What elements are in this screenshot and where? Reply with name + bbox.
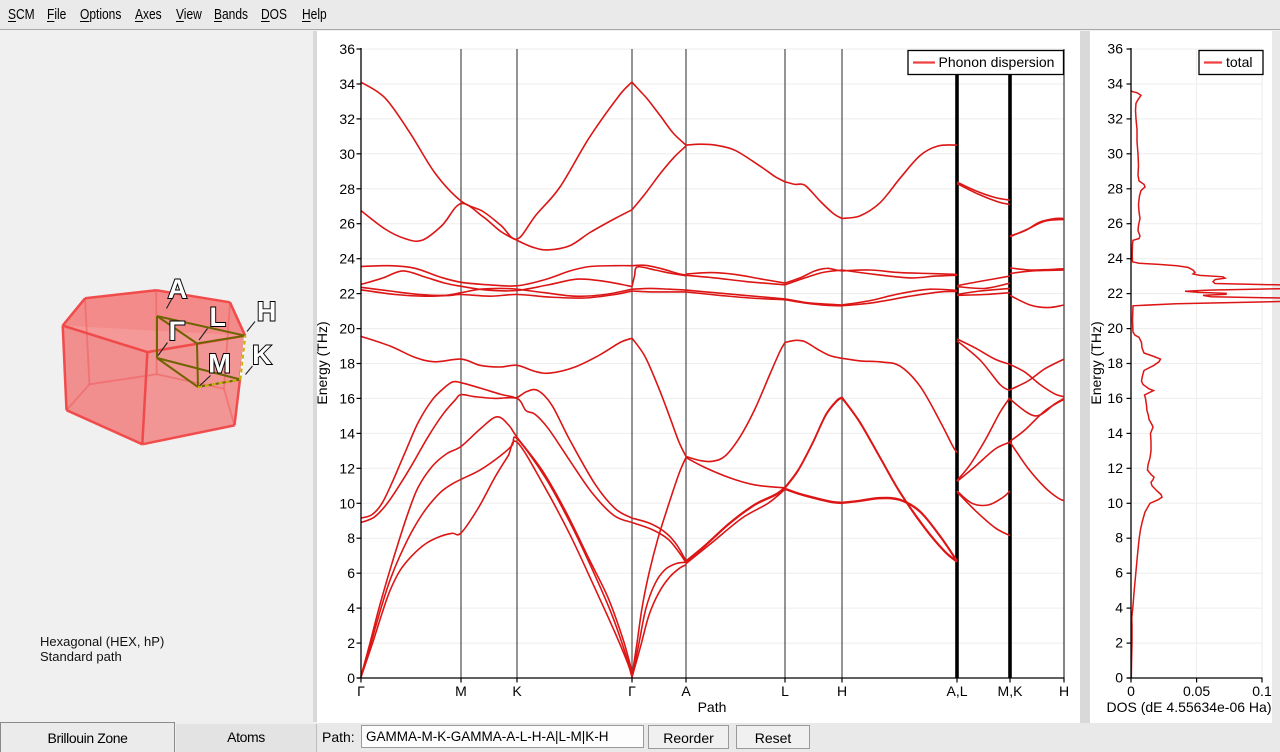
svg-text:Phonon dispersion: Phonon dispersion <box>939 54 1055 70</box>
svg-text:H: H <box>1059 683 1069 699</box>
svg-text:20: 20 <box>339 321 355 337</box>
svg-text:A,L: A,L <box>946 683 967 699</box>
svg-text:18: 18 <box>339 356 355 372</box>
svg-text:34: 34 <box>1107 76 1123 92</box>
svg-text:M,K: M,K <box>998 683 1024 699</box>
svg-text:Γ: Γ <box>628 683 636 699</box>
svg-text:Energy (THz): Energy (THz) <box>1088 321 1104 404</box>
svg-text:L: L <box>210 302 227 332</box>
svg-text:2: 2 <box>347 635 355 651</box>
svg-text:22: 22 <box>339 286 355 302</box>
svg-text:22: 22 <box>1107 285 1123 301</box>
svg-text:16: 16 <box>1107 390 1123 406</box>
svg-text:20: 20 <box>1107 320 1123 336</box>
svg-text:6: 6 <box>1115 565 1123 581</box>
svg-text:4: 4 <box>347 600 355 616</box>
svg-text:36: 36 <box>1107 41 1123 57</box>
svg-text:0.1: 0.1 <box>1252 683 1272 699</box>
svg-text:28: 28 <box>1107 180 1123 196</box>
svg-text:M: M <box>208 349 231 379</box>
svg-text:Γ: Γ <box>169 316 185 346</box>
svg-text:10: 10 <box>339 495 355 511</box>
svg-text:Γ: Γ <box>357 683 365 699</box>
svg-text:H: H <box>257 297 277 327</box>
svg-text:26: 26 <box>339 216 355 232</box>
svg-text:18: 18 <box>1107 355 1123 371</box>
svg-text:26: 26 <box>1107 215 1123 231</box>
svg-text:L: L <box>781 683 789 699</box>
svg-text:30: 30 <box>339 146 355 162</box>
svg-text:0.05: 0.05 <box>1183 683 1210 699</box>
svg-text:Path: Path <box>698 699 727 715</box>
svg-text:24: 24 <box>1107 250 1123 266</box>
svg-text:2: 2 <box>1115 635 1123 651</box>
svg-text:34: 34 <box>339 76 355 92</box>
svg-text:36: 36 <box>339 41 355 57</box>
svg-text:0: 0 <box>347 670 355 686</box>
svg-text:16: 16 <box>339 390 355 406</box>
svg-text:28: 28 <box>339 181 355 197</box>
svg-text:32: 32 <box>1107 110 1123 126</box>
svg-text:Energy (THz): Energy (THz) <box>314 321 330 404</box>
svg-text:K: K <box>252 340 272 370</box>
svg-text:8: 8 <box>347 530 355 546</box>
svg-text:total: total <box>1226 54 1252 70</box>
svg-text:4: 4 <box>1115 600 1123 616</box>
svg-text:K: K <box>512 683 522 699</box>
svg-text:H: H <box>837 683 847 699</box>
svg-text:24: 24 <box>339 251 355 267</box>
svg-text:12: 12 <box>1107 460 1123 476</box>
svg-text:A: A <box>168 274 188 304</box>
svg-text:0: 0 <box>1127 683 1135 699</box>
svg-text:A: A <box>681 683 691 699</box>
svg-text:10: 10 <box>1107 495 1123 511</box>
svg-text:8: 8 <box>1115 530 1123 546</box>
svg-text:6: 6 <box>347 565 355 581</box>
svg-text:30: 30 <box>1107 145 1123 161</box>
svg-text:14: 14 <box>1107 425 1123 441</box>
svg-text:12: 12 <box>339 460 355 476</box>
svg-text:32: 32 <box>339 111 355 127</box>
svg-text:DOS (dE 4.55634e-06 Ha): DOS (dE 4.55634e-06 Ha) <box>1107 699 1272 715</box>
svg-text:14: 14 <box>339 425 355 441</box>
svg-text:M: M <box>455 683 467 699</box>
svg-text:0: 0 <box>1115 670 1123 686</box>
